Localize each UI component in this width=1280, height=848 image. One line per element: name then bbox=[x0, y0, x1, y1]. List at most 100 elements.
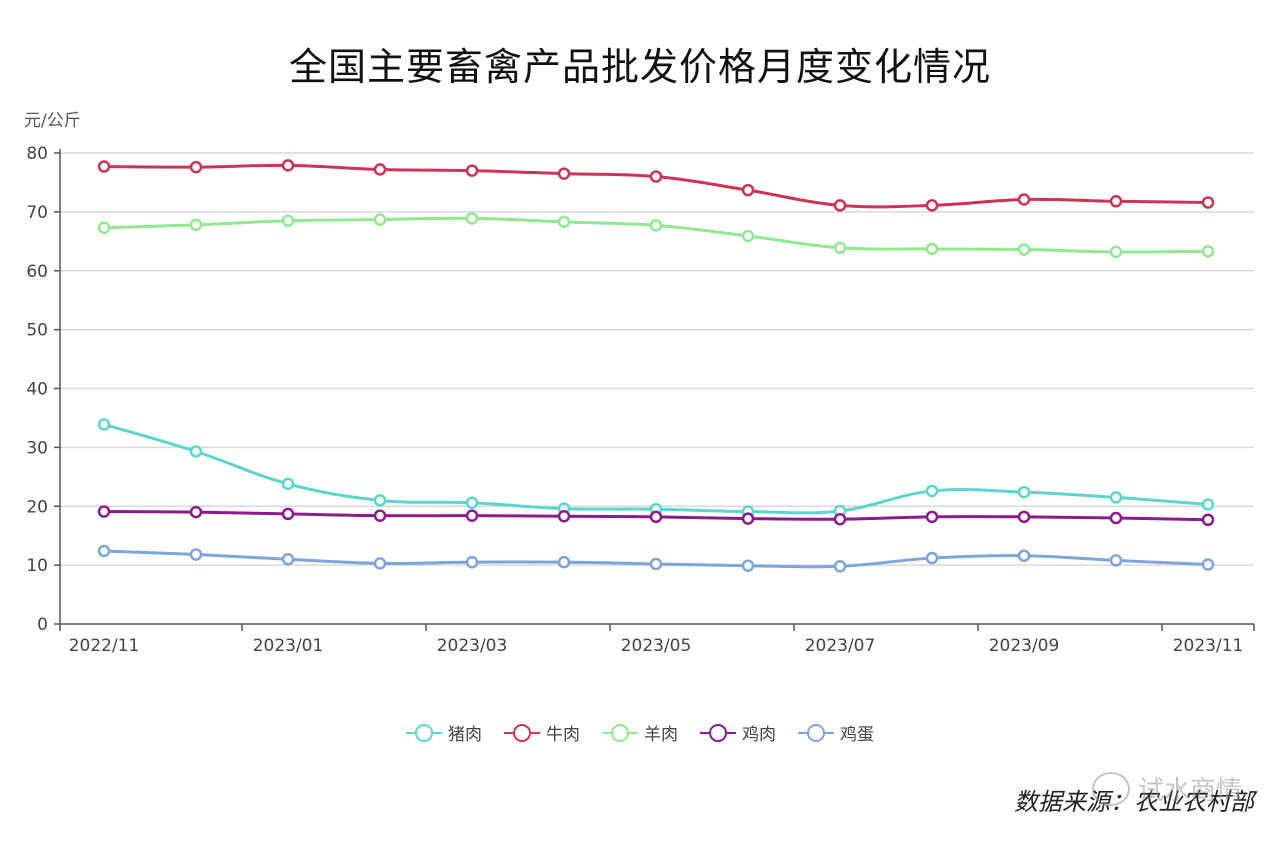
data-point bbox=[1017, 549, 1031, 562]
data-point bbox=[97, 418, 111, 431]
data-point bbox=[189, 218, 203, 232]
data-point bbox=[1201, 513, 1215, 527]
x-tick-label: 2023/05 bbox=[621, 636, 692, 656]
legend-item[interactable]: 羊肉 bbox=[602, 720, 678, 745]
data-point bbox=[557, 555, 571, 569]
data-point bbox=[557, 167, 571, 180]
data-point bbox=[97, 160, 111, 173]
data-source-note: 数据来源：农业农村部 bbox=[1014, 788, 1254, 816]
data-point bbox=[1017, 510, 1031, 524]
data-point bbox=[925, 484, 939, 498]
data-point bbox=[1109, 195, 1123, 208]
data-point bbox=[189, 548, 203, 561]
y-axis-unit-label: 元/公斤 bbox=[24, 111, 81, 131]
data-point bbox=[373, 509, 387, 522]
legend-item[interactable]: 猪肉 bbox=[406, 720, 482, 745]
data-point bbox=[97, 544, 111, 558]
data-point bbox=[833, 512, 847, 526]
data-point bbox=[741, 512, 755, 525]
axes: 0 10 20 30 40 50 60 70 80 2022/11 2023/01 2023/03 20… bbox=[26, 144, 1255, 656]
data-point bbox=[189, 505, 203, 519]
y-tick-label: 20 bbox=[26, 497, 48, 517]
data-points bbox=[97, 159, 1215, 573]
data-point bbox=[1017, 193, 1031, 206]
data-point bbox=[1201, 498, 1215, 511]
data-point bbox=[281, 507, 295, 521]
legend-swatch-icon bbox=[700, 722, 736, 744]
data-point bbox=[373, 494, 387, 507]
data-point bbox=[1201, 196, 1215, 209]
legend-item[interactable]: 鸡肉 bbox=[700, 720, 776, 745]
chart-legend: 猪肉 牛肉 羊肉 鸡肉 鸡蛋 bbox=[0, 720, 1280, 745]
x-tick-label: 2023/03 bbox=[437, 636, 508, 656]
data-point bbox=[281, 552, 295, 566]
data-point bbox=[649, 557, 663, 571]
y-tick-label: 40 bbox=[26, 380, 48, 400]
data-point bbox=[649, 170, 663, 183]
legend-label: 鸡肉 bbox=[742, 725, 776, 745]
data-point bbox=[925, 199, 939, 212]
legend-label: 牛肉 bbox=[546, 725, 580, 745]
data-point bbox=[925, 510, 939, 524]
y-tick-label: 70 bbox=[26, 203, 48, 223]
y-tick-label: 60 bbox=[26, 262, 48, 282]
data-point bbox=[281, 159, 295, 172]
y-tick-label: 0 bbox=[37, 615, 48, 635]
legend-item[interactable]: 牛肉 bbox=[504, 720, 580, 745]
data-point bbox=[1017, 485, 1031, 499]
data-point bbox=[1201, 558, 1215, 571]
data-point bbox=[97, 505, 111, 518]
x-tick-label: 2023/11 bbox=[1173, 636, 1244, 656]
data-point bbox=[373, 557, 387, 570]
data-point bbox=[97, 221, 111, 235]
data-point bbox=[465, 164, 479, 177]
data-point bbox=[741, 229, 755, 243]
x-tick-label: 2022/11 bbox=[69, 636, 140, 656]
data-point bbox=[1201, 245, 1215, 258]
data-point bbox=[1109, 511, 1123, 525]
data-point bbox=[925, 551, 939, 565]
data-point bbox=[649, 219, 663, 232]
y-tick-label: 30 bbox=[26, 438, 48, 458]
data-point bbox=[557, 510, 571, 523]
legend-item[interactable]: 鸡蛋 bbox=[798, 720, 874, 745]
data-point bbox=[465, 496, 479, 509]
data-point bbox=[281, 477, 295, 491]
data-point bbox=[557, 215, 571, 229]
data-point bbox=[465, 509, 479, 522]
y-tick-label: 50 bbox=[26, 321, 48, 341]
legend-label: 鸡蛋 bbox=[840, 725, 874, 745]
legend-label: 猪肉 bbox=[448, 725, 482, 745]
legend-swatch-icon bbox=[798, 722, 834, 744]
data-point bbox=[833, 241, 847, 255]
watermark: 试水商情 bbox=[1091, 770, 1242, 807]
data-point bbox=[833, 560, 847, 573]
chart-title: 全国主要畜禽产品批发价格月度变化情况 bbox=[288, 45, 991, 89]
data-point bbox=[1109, 245, 1123, 259]
watermark-text: 试水商情 bbox=[1137, 776, 1242, 806]
data-point bbox=[1017, 243, 1031, 256]
data-point bbox=[281, 214, 295, 227]
data-point bbox=[373, 163, 387, 176]
data-point bbox=[1109, 491, 1123, 504]
series-line-0 bbox=[103, 422, 1209, 515]
legend-label: 羊肉 bbox=[644, 725, 678, 745]
data-point bbox=[373, 213, 387, 226]
legend-swatch-icon bbox=[504, 722, 540, 744]
data-point bbox=[833, 199, 847, 212]
x-tick-label: 2023/07 bbox=[805, 636, 876, 656]
data-point bbox=[1109, 554, 1123, 567]
data-point bbox=[741, 183, 755, 197]
y-tick-label: 80 bbox=[26, 144, 48, 164]
data-point bbox=[741, 559, 755, 572]
data-point bbox=[925, 242, 939, 256]
legend-swatch-icon bbox=[406, 722, 442, 744]
legend-swatch-icon bbox=[602, 722, 638, 744]
wechat-logo-icon bbox=[1091, 771, 1130, 806]
x-tick-label: 2023/01 bbox=[253, 636, 324, 656]
data-point bbox=[465, 212, 479, 225]
x-tick-label: 2023/09 bbox=[989, 636, 1060, 656]
data-point bbox=[649, 510, 663, 524]
data-point bbox=[465, 555, 479, 569]
